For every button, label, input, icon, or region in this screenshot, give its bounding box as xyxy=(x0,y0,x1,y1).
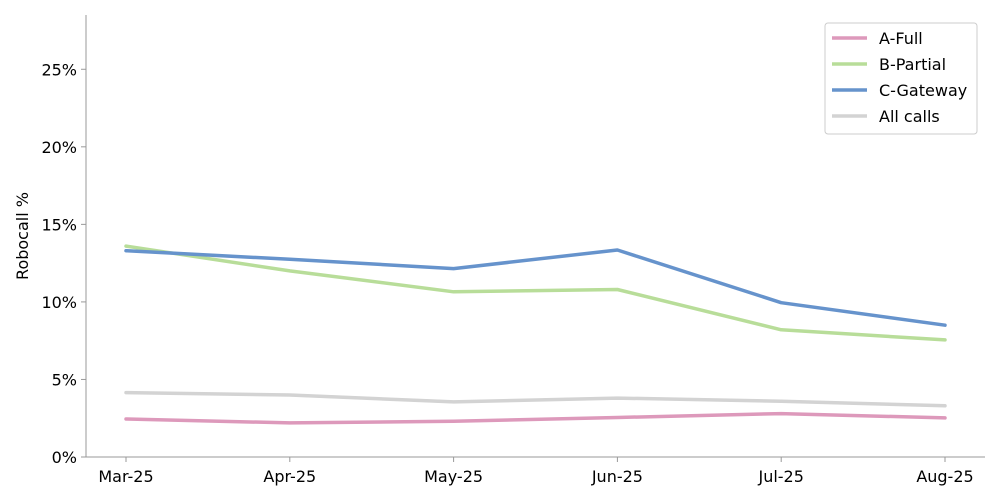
series-line-all-calls xyxy=(124,390,947,408)
legend: A-Full B-Partial C-Gateway All calls xyxy=(824,22,978,135)
legend-item: C-Gateway xyxy=(832,81,967,100)
x-tick-label: Aug-25 xyxy=(916,467,973,486)
y-tick-label: 10% xyxy=(41,293,77,312)
x-tick-label: May-25 xyxy=(424,467,483,486)
legend-item: A-Full xyxy=(832,29,923,48)
axes: 0% 5% 10% 15% 20% 25% Mar-25 Apr-25 May-25 Jun-25… xyxy=(41,15,985,486)
y-tick-label: 25% xyxy=(41,60,77,79)
series-line-c-gateway xyxy=(124,248,947,327)
y-tick-label: 5% xyxy=(52,370,77,389)
legend-label: All calls xyxy=(879,107,940,126)
y-tick-label: 0% xyxy=(52,448,77,467)
legend-item: All calls xyxy=(832,107,940,126)
series-line-a-full xyxy=(124,411,947,425)
y-axis-label: Robocall % xyxy=(13,192,32,280)
y-tick-label: 20% xyxy=(41,138,77,157)
x-tick-label: Jun-25 xyxy=(591,467,643,486)
x-tick-label: Apr-25 xyxy=(263,467,316,486)
legend-item: B-Partial xyxy=(832,55,946,74)
x-tick-label: Jul-25 xyxy=(757,467,803,486)
series-line-b-partial xyxy=(124,244,947,342)
legend-label: B-Partial xyxy=(879,55,946,74)
x-tick-label: Mar-25 xyxy=(98,467,153,486)
legend-label: C-Gateway xyxy=(879,81,967,100)
legend-label: A-Full xyxy=(879,29,923,48)
y-tick-label: 15% xyxy=(41,215,77,234)
series-lines xyxy=(124,244,947,425)
legend-box xyxy=(824,22,978,135)
